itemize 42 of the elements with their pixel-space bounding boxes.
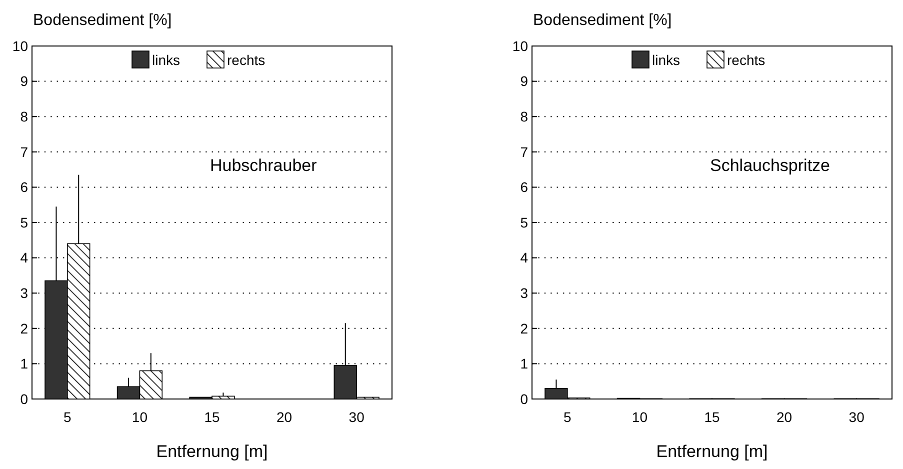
y-tick-label: 4 (20, 250, 28, 266)
x-tick-label: 30 (348, 409, 365, 425)
y-tick-label: 2 (520, 320, 528, 336)
y-axis-title: Bodensediment [%] (33, 12, 172, 29)
y-tick-label: 10 (12, 38, 28, 54)
y-tick-label: 0 (20, 390, 28, 407)
x-tick-label: 30 (848, 409, 865, 425)
y-axis-title: Bodensediment [%] (533, 12, 672, 29)
y-tick-label: 3 (520, 285, 528, 301)
x-tick-label: 5 (64, 409, 72, 425)
y-tick-label: 9 (20, 73, 28, 90)
y-tick-label: 0 (520, 390, 528, 407)
x-axis-title: Entfernung [m] (156, 442, 268, 461)
legend-label: links (652, 52, 680, 68)
y-tick-label: 6 (520, 179, 528, 196)
y-tick-label: 1 (20, 356, 28, 372)
x-axis-title: Entfernung [m] (656, 442, 768, 461)
y-tick-label: 6 (20, 179, 28, 196)
y-tick-label: 1 (520, 356, 528, 372)
y-tick-label: 7 (520, 144, 528, 160)
x-tick-label: 10 (132, 409, 148, 425)
y-tick-label: 2 (20, 320, 28, 336)
x-tick-label: 10 (632, 409, 648, 425)
annotation: Hubschrauber (210, 156, 318, 175)
x-tick-label: 20 (276, 409, 292, 425)
x-tick-label: 15 (204, 409, 220, 425)
legend-label: links (152, 52, 180, 68)
y-tick-label: 4 (520, 250, 528, 266)
legend-label: rechts (727, 52, 766, 68)
y-tick-label: 8 (20, 108, 28, 124)
y-tick-label: 7 (20, 144, 28, 160)
y-tick-label: 8 (520, 108, 528, 124)
legend-label: rechts (227, 52, 266, 68)
y-tick-label: 9 (520, 73, 528, 90)
x-tick-label: 15 (704, 409, 720, 425)
annotation: Schlauchspritze (710, 156, 830, 175)
y-tick-label: 5 (520, 214, 528, 230)
y-tick-label: 3 (20, 285, 28, 301)
y-tick-label: 10 (512, 38, 528, 54)
x-tick-label: 20 (776, 409, 792, 425)
y-tick-label: 5 (20, 214, 28, 230)
x-tick-label: 5 (564, 409, 572, 425)
